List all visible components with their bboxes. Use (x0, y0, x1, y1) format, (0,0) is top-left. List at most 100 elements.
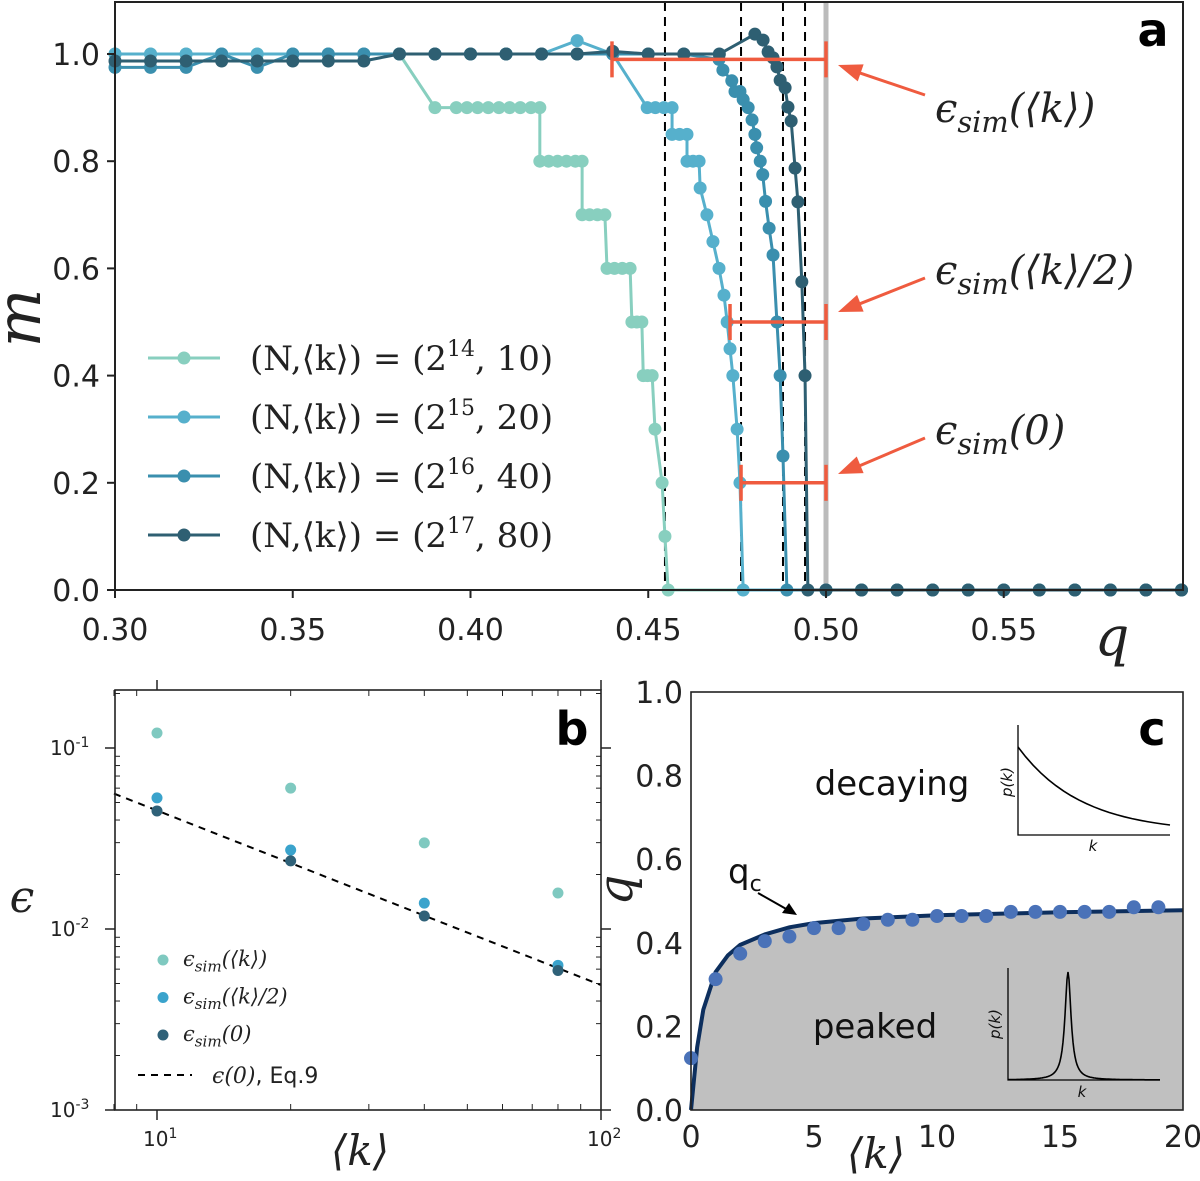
annotation-label-subscript: sim (957, 105, 1008, 139)
legend-label-suffix: , 20) (475, 398, 553, 438)
panel-a-xlabel: q (1095, 605, 1130, 668)
data-point (1028, 904, 1043, 919)
legend-label-prefix: (N,⟨k⟩) = (2 (250, 457, 447, 497)
data-point (741, 101, 755, 115)
data-point (524, 101, 538, 115)
data-point (791, 195, 805, 209)
qc-arrow (757, 892, 797, 915)
legend-label-subscript: sim (195, 957, 222, 975)
y-tick-label: 0.6 (635, 843, 683, 878)
data-point (759, 194, 773, 208)
data-point (723, 342, 737, 356)
panel-a-annotations: ϵsim(⟨k⟩)ϵsim(⟨k⟩/2)ϵsim(0) (838, 64, 1134, 474)
legend-swatch-marker (177, 351, 191, 365)
tick-base: 10 (50, 736, 75, 760)
data-point (151, 792, 163, 804)
legend-label-symbol: ϵ (183, 985, 195, 1009)
legend-label-argument: (⟨k⟩) (222, 947, 268, 971)
panel-c-label: c (1138, 702, 1165, 756)
error-bar (610, 41, 828, 78)
qc-label: qc (728, 852, 762, 897)
panel-b-eq9-line (113, 792, 602, 987)
data-point (748, 127, 762, 141)
x-tick-label: 0.35 (259, 613, 326, 648)
panel-a: 0.30 0.35 0.40 0.45 0.50 0.55 0.0 0.2 0.4 0.6 0.8 1… (0, 1, 1188, 668)
data-point (552, 964, 564, 976)
data-point (428, 101, 442, 115)
annotation-arrow (838, 436, 926, 474)
data-point (535, 47, 549, 61)
data-point (551, 154, 565, 168)
data-point (784, 114, 798, 128)
qc-label-main: q (728, 852, 750, 892)
data-point (692, 154, 706, 168)
inset-ylabel: p(k) (986, 1009, 1004, 1040)
data-point (285, 782, 297, 794)
tick-base: 10 (50, 917, 75, 941)
data-point (712, 47, 726, 61)
panel-b-frame (114, 689, 602, 1111)
legend-entry: (N,⟨k⟩) = (214, 10) (148, 337, 553, 379)
data-point (773, 369, 787, 383)
data-point (464, 47, 477, 61)
y-tick-label: 0.2 (635, 1010, 683, 1045)
panel-c-frame (690, 691, 1184, 1111)
series-3 (151, 805, 564, 976)
legend-label-suffix: , 40) (475, 457, 553, 497)
data-point (756, 33, 770, 47)
data-point (712, 261, 726, 275)
panel-b-xlabel: ⟨k⟩ (331, 1126, 389, 1175)
legend-label-exponent: 17 (447, 514, 475, 539)
legend-swatch-marker (177, 410, 191, 424)
data-point (570, 34, 584, 48)
data-point (471, 101, 485, 115)
annotation-label-argument: (0) (1009, 408, 1066, 454)
data-point (513, 101, 527, 115)
legend-label-math: ϵ(0) (212, 1064, 255, 1089)
data-point (648, 422, 662, 436)
tick-base: 10 (143, 1127, 168, 1151)
qc-label-sub: c (750, 872, 762, 897)
decaying-distribution-curve (1017, 746, 1171, 826)
data-point (286, 54, 300, 68)
data-point (831, 921, 846, 936)
annotation-label-symbol: ϵ (935, 86, 957, 132)
data-point (250, 54, 264, 68)
error-bar (739, 464, 828, 501)
legend-label-exponent: 15 (447, 396, 475, 421)
y-tick-label: 0.0 (52, 574, 100, 609)
data-point (321, 54, 335, 68)
data-point (795, 275, 809, 289)
data-point (756, 168, 770, 182)
data-point (750, 141, 764, 155)
y-tick-label: 0.8 (635, 760, 683, 795)
panel-a-legend: (N,⟨k⟩) = (214, 10) (N,⟨k⟩) = (2 15, 20) (N… (148, 337, 553, 556)
legend-label-subscript: sim (195, 1032, 222, 1050)
data-point (645, 369, 659, 383)
x-tick-label: 0.55 (970, 613, 1037, 648)
annotation-label-symbol: ϵ (935, 408, 957, 454)
data-point (460, 101, 474, 115)
tick-base: 10 (50, 1098, 75, 1122)
legend-label: (N,⟨k⟩) = (216, 40) (250, 455, 553, 497)
legend-marker (157, 1029, 169, 1041)
legend-label-exponent: 16 (447, 455, 475, 480)
legend-label-prefix: (N,⟨k⟩) = (2 (250, 516, 447, 556)
region-label-peaked: peaked (813, 1007, 937, 1047)
inset-peaked: p(k) k (986, 968, 1160, 1101)
annotation-label-subscript: sim (957, 427, 1008, 461)
tick-exponent: 2 (612, 1126, 621, 1142)
data-point (680, 127, 694, 141)
data-point (533, 101, 547, 115)
data-point (807, 921, 821, 936)
data-point (954, 909, 969, 924)
y-tick-label: 1.0 (52, 38, 100, 73)
legend-label-text: , Eq.9 (255, 1064, 318, 1089)
data-point (717, 288, 731, 302)
data-point (285, 844, 297, 856)
x-tick-label: 0.50 (793, 613, 860, 648)
legend-swatch-marker (177, 528, 191, 542)
panel-b-ylabel: ϵ (10, 872, 35, 923)
